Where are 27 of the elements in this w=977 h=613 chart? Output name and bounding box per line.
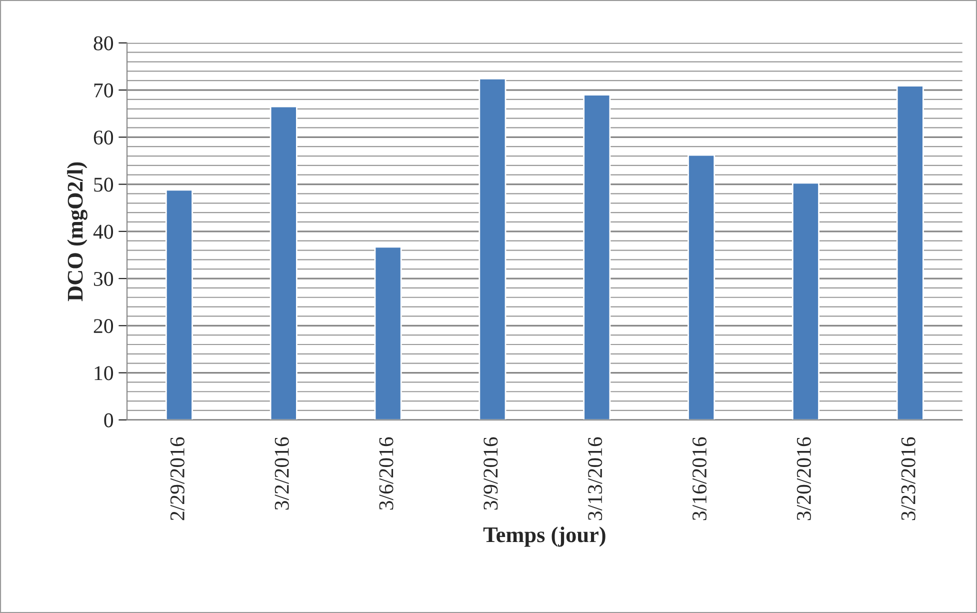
- bar: [583, 94, 611, 420]
- y-tick-label: 40: [93, 224, 114, 239]
- bar: [896, 85, 924, 420]
- y-tick-label: 70: [94, 83, 114, 98]
- bar: [270, 106, 298, 420]
- x-tick-label: 3/9/2016: [484, 437, 498, 510]
- x-tick-label: 3/13/2016: [588, 437, 602, 520]
- bar: [688, 154, 716, 420]
- x-tick-label: 3/6/2016: [379, 437, 394, 510]
- y-tick-label: 60: [94, 130, 114, 145]
- bar: [478, 78, 506, 420]
- bar: [792, 182, 820, 420]
- y-tick-label: 20: [94, 319, 114, 334]
- y-tick-label: 50: [94, 178, 114, 192]
- x-axis-title: Temps (jour): [483, 526, 606, 547]
- x-tick-label: 3/16/2016: [692, 437, 707, 520]
- y-axis-title: DCO (mgO2/l): [67, 162, 88, 302]
- y-tick-label: 80: [94, 36, 114, 50]
- y-tick-label: 30: [94, 272, 114, 286]
- y-tick-label: 0: [104, 413, 114, 428]
- bar: [165, 189, 193, 420]
- x-tick-label: 3/23/2016: [901, 437, 916, 520]
- x-tick-label: 3/20/2016: [796, 437, 811, 520]
- x-tick-label: 3/2/2016: [274, 437, 289, 510]
- x-tick-label: 2/29/2016: [170, 437, 184, 520]
- y-tick-label: 10: [94, 366, 114, 380]
- bar: [374, 246, 402, 420]
